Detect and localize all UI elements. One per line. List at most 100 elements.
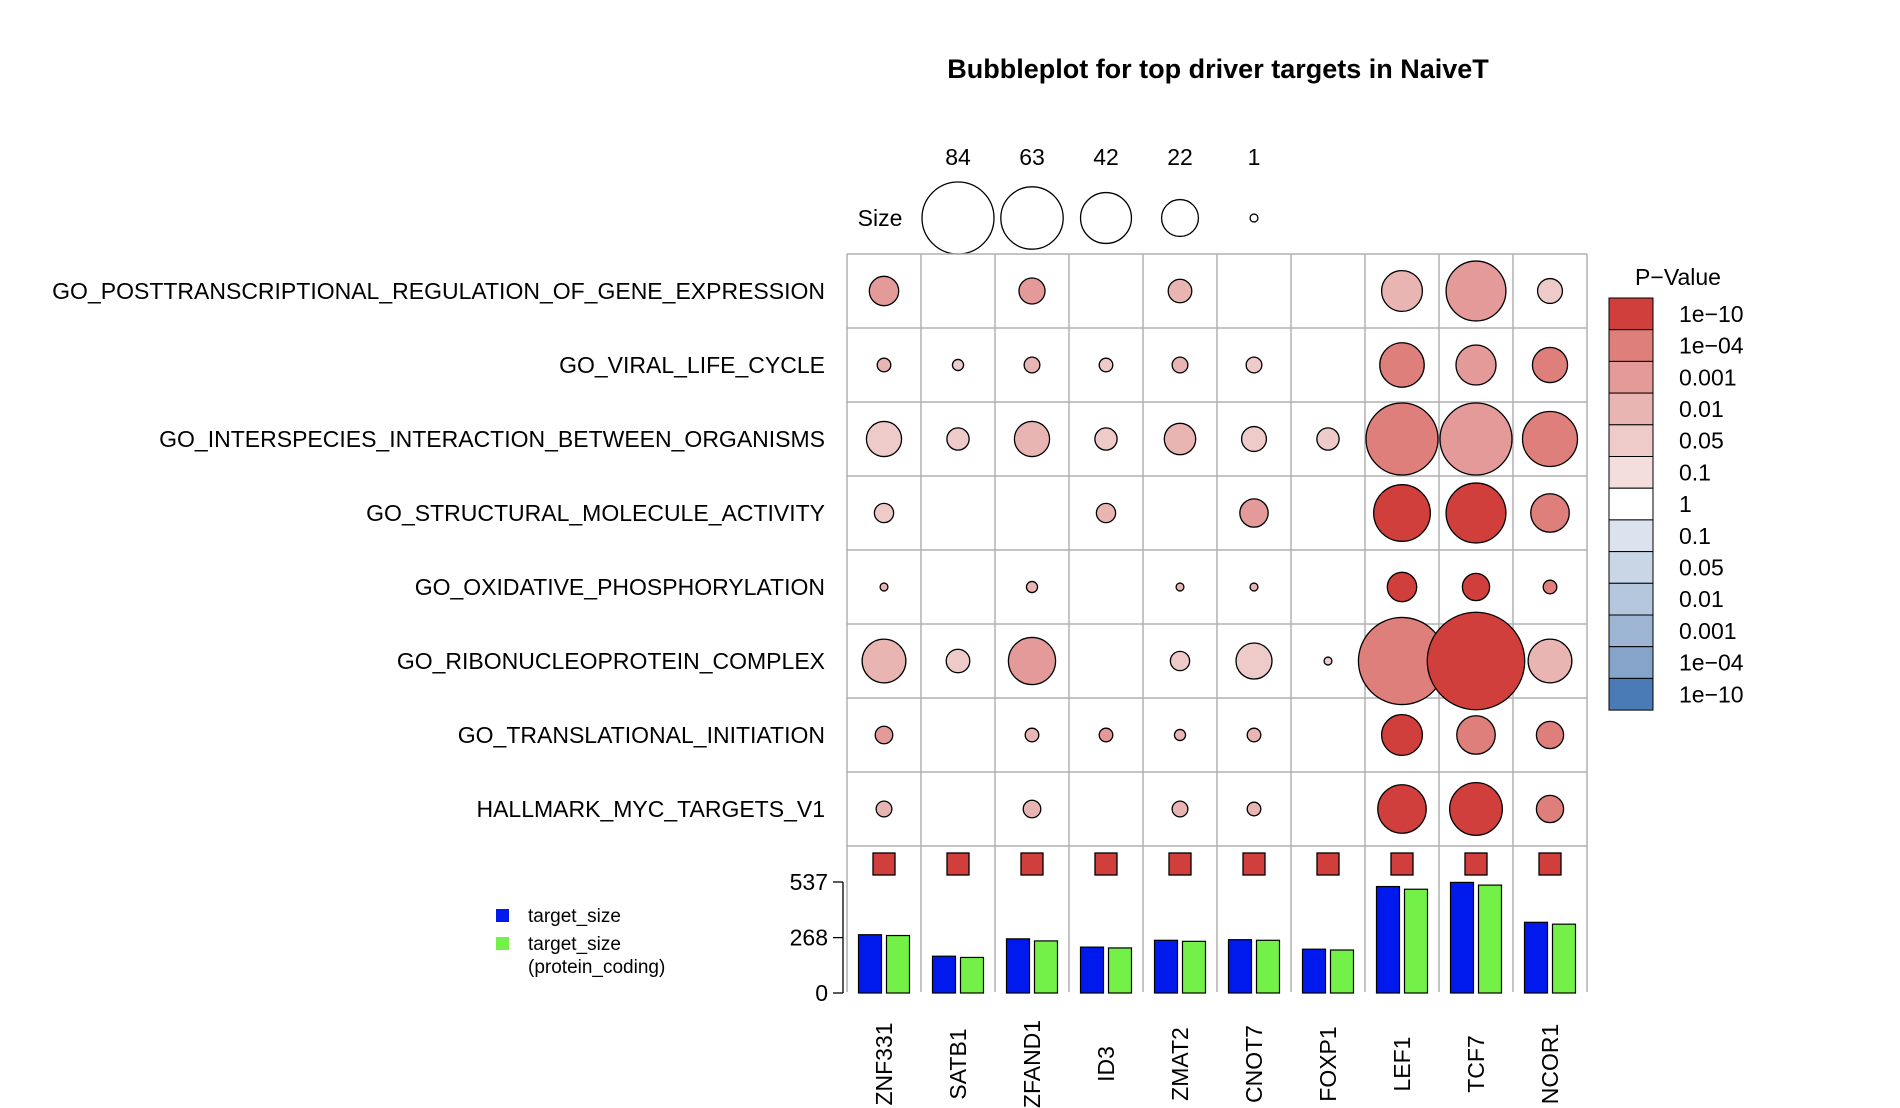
- pvalue-label: 1e−04: [1679, 333, 1744, 359]
- driver-label: LEF1: [1389, 1037, 1415, 1092]
- pvalue-swatch: [1608, 424, 1654, 457]
- bubble: [1249, 582, 1259, 592]
- size-legend-circle: [1079, 191, 1133, 245]
- bubble: [1169, 650, 1191, 672]
- bubble: [1461, 572, 1491, 602]
- bar-y-tick-label: 0: [815, 980, 828, 1006]
- pvalue-swatch: [1608, 360, 1654, 394]
- pvalue-label: 0.1: [1679, 523, 1711, 549]
- chart-title: Bubbleplot for top driver targets in Nai…: [947, 54, 1489, 84]
- driver-marker: [1020, 852, 1044, 876]
- bubble: [861, 638, 907, 684]
- driver-label: ZNF331: [871, 1022, 897, 1105]
- pvalue-swatch: [1608, 551, 1654, 584]
- gene-set-label: GO_POSTTRANSCRIPTIONAL_REGULATION_OF_GEN…: [52, 278, 825, 304]
- size-legend-value: 22: [1167, 144, 1193, 170]
- bubble: [1439, 402, 1513, 476]
- pvalue-label: 0.01: [1679, 396, 1724, 422]
- bubble: [1239, 498, 1269, 528]
- driver-marker: [1242, 852, 1266, 876]
- bar-legend-swatch: [496, 937, 509, 950]
- pvalue-label: 1e−10: [1679, 301, 1744, 327]
- gene-set-label: GO_INTERSPECIES_INTERACTION_BETWEEN_ORGA…: [159, 426, 825, 452]
- bar: [959, 956, 985, 994]
- bar: [1033, 940, 1059, 994]
- size-legend-circle: [1249, 213, 1259, 223]
- bar: [1153, 939, 1179, 994]
- pvalue-label: 0.05: [1679, 554, 1724, 580]
- bar-y-tick-label: 537: [790, 869, 828, 895]
- pvalue-label: 0.001: [1679, 618, 1737, 644]
- bubble: [1535, 720, 1565, 750]
- bubble: [1163, 422, 1197, 456]
- pvalue-swatch: [1608, 677, 1654, 711]
- bubble: [1426, 611, 1526, 711]
- driver-label: SATB1: [945, 1028, 971, 1099]
- driver-marker: [946, 852, 970, 876]
- pvalue-legend: 1e−10 1e−04 0.001 0.01 0.05 0.1 1 0.1 0.05 0.01 0.…: [1608, 297, 1744, 711]
- driver-label: FOXP1: [1315, 1026, 1341, 1101]
- driver-label: ID3: [1093, 1046, 1119, 1082]
- bar-legend-label: target_size: [528, 906, 621, 927]
- bubble: [1380, 269, 1424, 313]
- pvalue-label: 0.01: [1679, 586, 1724, 612]
- bubble: [876, 357, 892, 373]
- bubble: [1022, 799, 1042, 819]
- bubble: [1098, 357, 1114, 373]
- bubble: [1377, 784, 1427, 834]
- bar: [885, 934, 911, 994]
- driver-markers: [872, 852, 1562, 876]
- bubble: [1171, 356, 1189, 374]
- bubble: [946, 427, 970, 451]
- bar: [1551, 923, 1577, 994]
- bubble: [875, 800, 893, 818]
- pvalue-swatch: [1608, 329, 1654, 362]
- bar: [931, 955, 957, 994]
- driver-marker: [1094, 852, 1118, 876]
- gene-set-label: GO_STRUCTURAL_MOLECULE_ACTIVITY: [366, 500, 825, 526]
- pvalue-label: 0.001: [1679, 364, 1737, 390]
- pvalue-label: 1: [1679, 491, 1692, 517]
- bubble: [868, 275, 900, 307]
- bubble: [1379, 342, 1425, 388]
- bubble: [1445, 260, 1507, 322]
- gene-set-label: HALLMARK_MYC_TARGETS_V1: [476, 796, 825, 822]
- bubble: [1373, 484, 1431, 542]
- bubble: [1521, 410, 1579, 468]
- bar: [1329, 949, 1355, 994]
- bubble: [1175, 582, 1185, 592]
- bubble-grid: [846, 253, 1588, 992]
- pvalue-swatch: [1608, 614, 1654, 648]
- pvalue-swatch: [1608, 646, 1654, 679]
- bar: [1477, 884, 1503, 994]
- size-legend-value: 84: [945, 144, 971, 170]
- size-legend-value: 63: [1019, 144, 1045, 170]
- pvalue-label: 1e−04: [1679, 650, 1744, 676]
- column-labels: ZNF331 SATB1 ZFAND1 ID3 ZMAT2 CNOT7 FOXP1 LEF1 T…: [871, 1020, 1563, 1108]
- bubble: [1536, 277, 1564, 305]
- bar: [1301, 948, 1327, 994]
- driver-marker: [1538, 852, 1562, 876]
- bubble: [1530, 493, 1570, 533]
- bubble: [1024, 727, 1040, 743]
- driver-label: ZMAT2: [1167, 1027, 1193, 1101]
- bubble: [1449, 782, 1503, 836]
- gene-set-label: GO_RIBONUCLEOPROTEIN_COMPLEX: [397, 648, 825, 674]
- bubble: [1023, 356, 1041, 374]
- bubble: [1018, 277, 1046, 305]
- bubble: [1527, 638, 1573, 684]
- bubble: [1323, 656, 1333, 666]
- bubble: [1007, 636, 1057, 686]
- pvalue-swatch: [1608, 487, 1654, 521]
- bubble: [1240, 425, 1268, 453]
- pvalue-swatch: [1608, 456, 1654, 489]
- gene-set-label: GO_VIRAL_LIFE_CYCLE: [559, 352, 825, 378]
- bubble: [1246, 801, 1262, 817]
- bubble: [1235, 642, 1273, 680]
- row-labels: GO_POSTTRANSCRIPTIONAL_REGULATION_OF_GEN…: [52, 278, 825, 822]
- bar: [1005, 938, 1031, 994]
- bubble: [1098, 727, 1114, 743]
- driver-label: ZFAND1: [1019, 1020, 1045, 1108]
